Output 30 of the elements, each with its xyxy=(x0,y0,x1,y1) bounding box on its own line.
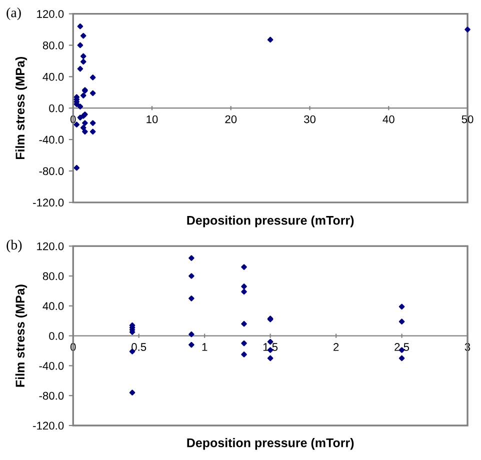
x-tick-label: 2 xyxy=(334,343,339,351)
chart-title: (a) xyxy=(6,8,21,20)
y-tick-label: 80.0 xyxy=(42,272,64,280)
x-tick-label: 50 xyxy=(462,115,474,124)
x-tick-label: 1.5 xyxy=(263,343,278,351)
x-tick-label: 2.5 xyxy=(394,343,410,351)
y-axis-title: Film stress (MPa) xyxy=(15,284,28,387)
y-tick-label: -120.0 xyxy=(33,422,64,430)
y-tick-label: 40.0 xyxy=(42,302,64,310)
y-axis-title: Film stress (MPa) xyxy=(15,56,28,160)
y-tick-label: -120.0 xyxy=(33,198,64,207)
y-tick-label: -80.0 xyxy=(39,392,64,400)
y-tick-label: -80.0 xyxy=(39,167,64,176)
x-tick-label: 20 xyxy=(225,115,237,124)
x-axis-title: Deposition pressure (mTorr) xyxy=(187,438,354,450)
x-tick-label: 0 xyxy=(70,115,76,124)
x-tick-label: 40 xyxy=(382,115,394,124)
y-tick-label: 120.0 xyxy=(37,242,64,250)
y-tick-label: -40.0 xyxy=(39,136,64,144)
y-tick-label: 40.0 xyxy=(42,72,64,81)
x-axis-title: Deposition pressure (mTorr) xyxy=(187,216,354,228)
x-tick-label: 10 xyxy=(146,115,158,124)
y-tick-label: -40.0 xyxy=(39,362,64,370)
x-tick-label: 30 xyxy=(304,115,316,124)
y-tick-label: 120.0 xyxy=(37,10,64,18)
y-tick-label: 80.0 xyxy=(42,42,64,50)
chart-title: (b) xyxy=(6,240,22,252)
x-tick-label: 1 xyxy=(202,343,208,351)
y-tick-label: 0.0 xyxy=(49,104,64,112)
y-tick-label: 0.0 xyxy=(49,332,64,340)
